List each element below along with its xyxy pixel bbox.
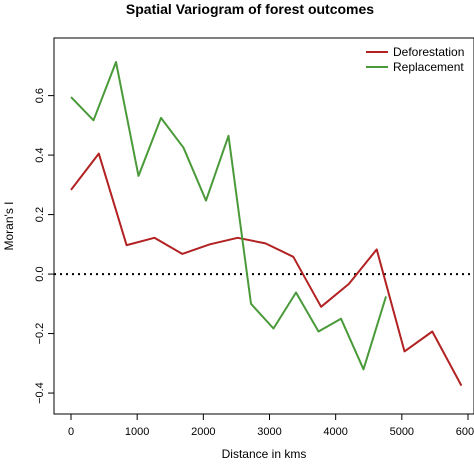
y-tick-label: −0.2 (34, 323, 46, 345)
y-axis: −0.4 −0.2 0.0 0.2 0.4 0.6 (34, 88, 54, 404)
y-tick-label: 0.0 (34, 266, 46, 281)
y-axis-label: Moran's I (2, 202, 16, 251)
x-tick-label: 2000 (191, 426, 215, 438)
series-layer (70, 61, 463, 387)
plot-frame (53, 37, 474, 415)
chart-title: Spatial Variogram of forest outcomes (126, 1, 374, 17)
x-axis: 0 1000 2000 3000 4000 5000 6000 (68, 414, 474, 438)
x-tick-label: 5000 (390, 426, 414, 438)
x-axis-label: Distance in kms (222, 447, 307, 461)
x-tick-label: 1000 (125, 426, 149, 438)
legend-label-deforestation: Deforestation (393, 45, 464, 59)
x-tick-label: 4000 (323, 426, 347, 438)
y-tick-label: 0.6 (34, 88, 46, 103)
x-tick-label: 6000 (456, 426, 474, 438)
series-line-replacement (70, 61, 387, 371)
x-tick-label: 3000 (257, 426, 281, 438)
series-line-deforestation (70, 152, 463, 387)
x-tick-label: 0 (68, 426, 74, 438)
y-tick-label: 0.2 (34, 207, 46, 222)
y-tick-label: −0.4 (34, 382, 46, 404)
legend-label-replacement: Replacement (393, 60, 464, 74)
y-tick-label: 0.4 (34, 147, 46, 162)
